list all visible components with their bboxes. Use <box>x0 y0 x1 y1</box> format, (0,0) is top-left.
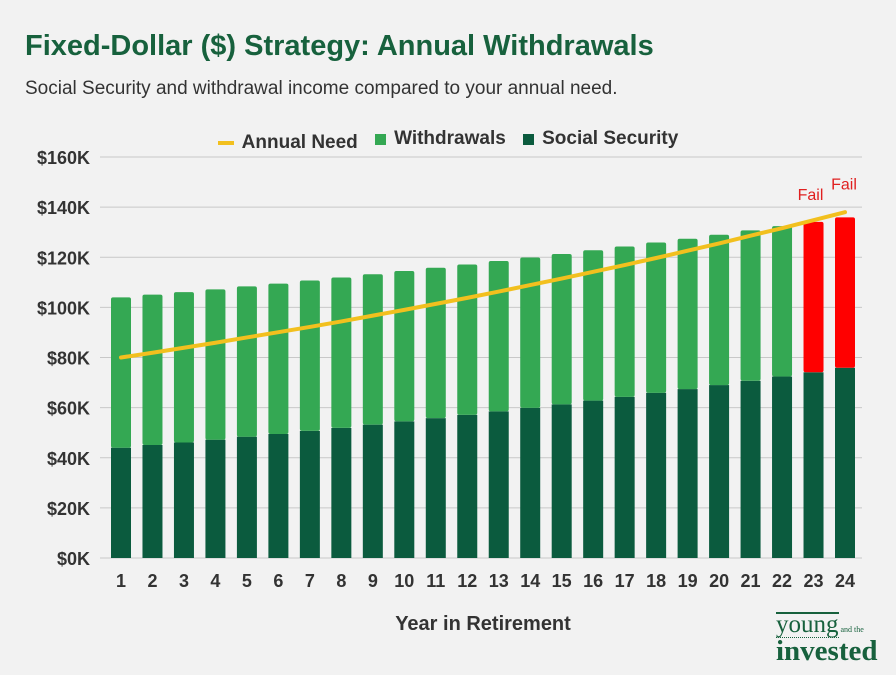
fail-annotation: Fail <box>831 176 857 193</box>
bar-withdrawals-fail <box>803 221 824 373</box>
x-tick-label: 9 <box>368 571 378 591</box>
bar-withdrawals <box>111 297 131 448</box>
x-tick-label: 7 <box>305 571 315 591</box>
bar-withdrawals <box>236 286 257 437</box>
x-tick-label: 22 <box>772 571 792 591</box>
bar-withdrawals-fail <box>835 217 855 368</box>
x-tick-label: 11 <box>426 571 445 591</box>
bar-withdrawals <box>299 280 320 431</box>
x-tick-label: 17 <box>615 571 635 591</box>
bar-social-security <box>520 407 541 558</box>
legend-item-social-security: Social Security <box>523 128 678 150</box>
legend-label: Withdrawals <box>394 128 506 149</box>
y-tick-label: $120K <box>37 248 90 268</box>
legend: Annual Need Withdrawals Social Security <box>0 128 896 154</box>
bar-social-security <box>551 404 572 558</box>
bar-withdrawals <box>772 226 793 377</box>
bar-social-security <box>709 385 730 558</box>
x-tick-label: 19 <box>678 571 698 591</box>
bar-withdrawals <box>425 267 446 419</box>
bar-social-security <box>457 414 478 558</box>
bar-withdrawals <box>614 246 635 397</box>
bar-withdrawals <box>583 250 604 401</box>
y-tick-label: $100K <box>37 298 90 318</box>
bar-withdrawals <box>362 274 383 425</box>
bar-social-security <box>205 439 226 558</box>
x-tick-label: 4 <box>210 571 220 591</box>
x-axis-title: Year in Retirement <box>395 613 571 635</box>
x-tick-label: 21 <box>741 571 761 591</box>
bar-social-security <box>111 447 131 558</box>
x-tick-label: 15 <box>552 571 572 591</box>
bar-withdrawals <box>740 230 761 381</box>
legend-label: Social Security <box>542 128 679 149</box>
bar-social-security <box>583 400 604 558</box>
y-tick-label: $160K <box>37 148 90 168</box>
x-tick-label: 2 <box>147 571 157 591</box>
bar-social-security <box>425 418 446 558</box>
x-tick-label: 10 <box>394 571 414 591</box>
chart-subtitle: Social Security and withdrawal income co… <box>25 78 618 99</box>
bar-social-security <box>835 367 855 558</box>
fail-annotation: Fail <box>798 187 824 204</box>
y-tick-label: $40K <box>47 449 90 469</box>
logo: young and the invested <box>776 611 878 667</box>
bar-social-security <box>677 389 698 558</box>
bar-social-security <box>772 376 793 558</box>
legend-item-annual-need: Annual Need <box>217 131 358 154</box>
x-tick-label: 8 <box>336 571 346 591</box>
bar-withdrawals <box>520 257 541 408</box>
bar-social-security <box>614 396 635 558</box>
bar-social-security <box>488 411 509 558</box>
bar-withdrawals <box>394 271 415 422</box>
y-tick-label: $80K <box>47 349 90 369</box>
y-tick-label: $140K <box>37 198 90 218</box>
x-tick-label: 6 <box>273 571 283 591</box>
x-tick-label: 1 <box>116 571 126 591</box>
x-tick-label: 14 <box>520 571 540 591</box>
bar-social-security <box>173 442 194 558</box>
x-tick-label: 23 <box>804 571 824 591</box>
bar-social-security <box>740 380 761 558</box>
legend-item-withdrawals: Withdrawals <box>375 128 506 150</box>
bar-social-security <box>394 421 415 558</box>
bar-social-security <box>299 430 320 558</box>
bar-withdrawals <box>331 277 352 428</box>
legend-swatch <box>375 133 387 145</box>
x-tick-label: 18 <box>646 571 666 591</box>
bar-withdrawals <box>173 292 194 443</box>
bar-social-security <box>646 392 667 558</box>
bar-social-security <box>142 444 163 558</box>
x-tick-label: 12 <box>457 571 477 591</box>
bar-social-security <box>236 436 257 558</box>
y-tick-label: $20K <box>47 499 90 519</box>
x-tick-label: 20 <box>709 571 729 591</box>
bar-social-security <box>362 424 383 558</box>
bar-withdrawals <box>142 294 163 445</box>
bar-withdrawals <box>551 253 572 405</box>
y-tick-label: $60K <box>47 399 90 419</box>
bar-social-security <box>268 433 289 558</box>
legend-label: Annual Need <box>241 131 358 153</box>
bar-withdrawals <box>677 238 698 390</box>
line-annual-need <box>119 210 847 360</box>
bar-withdrawals <box>646 242 667 393</box>
x-tick-label: 16 <box>583 571 603 591</box>
x-tick-label: 5 <box>242 571 252 591</box>
legend-swatch <box>523 133 535 145</box>
y-tick-label: $0K <box>57 549 90 569</box>
bar-withdrawals <box>709 234 730 386</box>
bar-social-security <box>331 427 352 558</box>
bar-withdrawals <box>457 264 478 415</box>
x-tick-label: 3 <box>179 571 189 591</box>
x-tick-label: 13 <box>489 571 509 591</box>
bar-withdrawals <box>268 283 289 434</box>
bar-withdrawals <box>488 261 509 412</box>
bar-withdrawals <box>205 289 226 440</box>
bar-social-security <box>803 372 824 558</box>
x-tick-label: 24 <box>835 571 855 591</box>
legend-swatch-line <box>217 140 234 145</box>
chart-title: Fixed-Dollar ($) Strategy: Annual Withdr… <box>25 30 654 62</box>
